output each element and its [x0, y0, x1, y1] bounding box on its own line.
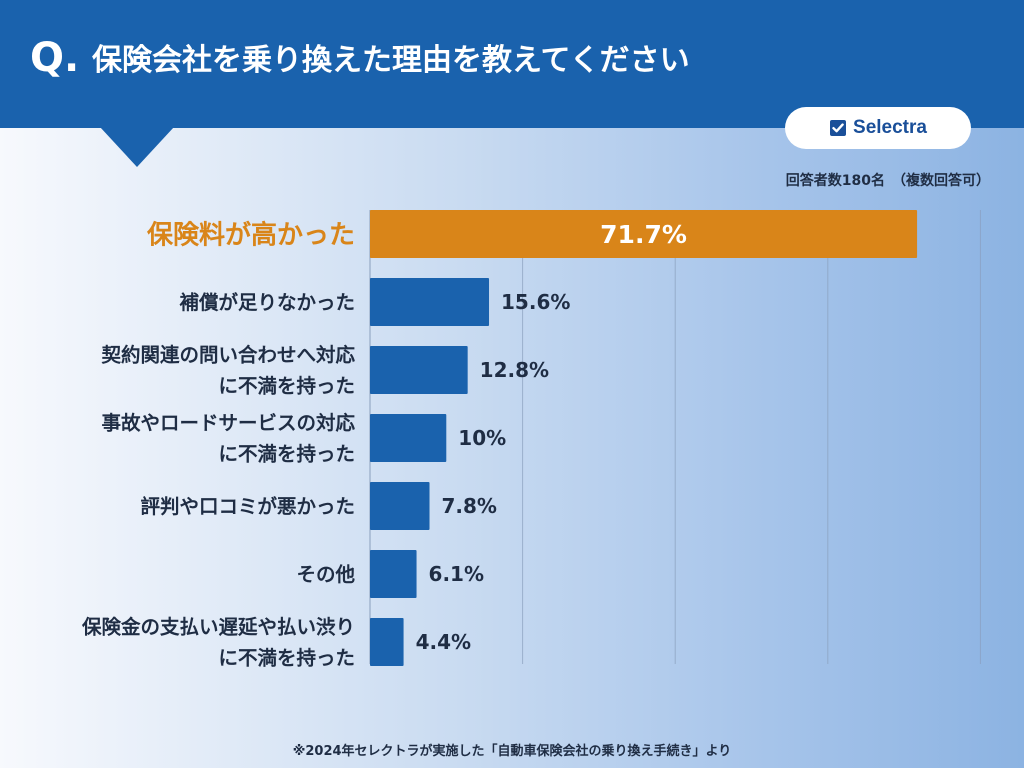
source-note: ※2024年セレクトラが実施した「自動車保険会社の乗り換え手続き」より	[292, 744, 732, 759]
header-banner	[0, 0, 1024, 128]
data-label: 7.8%	[442, 494, 497, 518]
data-label: 6.1%	[429, 562, 484, 586]
category-label: 契約関連の問い合わせへ対応	[100, 344, 355, 367]
bar	[370, 414, 447, 462]
data-label: 15.6%	[501, 290, 570, 314]
bar	[370, 618, 404, 666]
category-label: 評判や口コミが悪かった	[140, 495, 355, 518]
category-label: に不満を持った	[218, 443, 355, 466]
bar	[370, 482, 430, 530]
logo-text: Selectra	[853, 117, 927, 138]
data-label: 10%	[458, 426, 506, 450]
check-square-icon	[830, 120, 847, 136]
header-pointer	[100, 127, 174, 167]
bar	[370, 278, 490, 326]
category-label: 事故やロードサービスの対応	[101, 412, 355, 435]
data-label: 4.4%	[416, 630, 471, 654]
bar	[370, 550, 417, 598]
page-title: 保険会社を乗り換えた理由を教えてください	[92, 43, 690, 78]
category-label: その他	[296, 563, 355, 586]
data-label: 12.8%	[480, 358, 549, 382]
data-label: 71.7%	[600, 220, 687, 249]
bar	[370, 346, 468, 394]
category-label: 保険金の支払い遅延や払い渋り	[81, 616, 355, 639]
category-label: に不満を持った	[218, 647, 355, 670]
selectra-logo: Selectra	[785, 107, 971, 149]
category-label: 補償が足りなかった	[178, 291, 355, 314]
bar	[370, 210, 918, 258]
category-label: 保険料が高かった	[146, 220, 355, 251]
respondent-count: 回答者数180名 （複数回答可）	[785, 173, 990, 189]
category-label: に不満を持った	[218, 375, 355, 398]
question-mark-label: Q.	[30, 35, 80, 81]
